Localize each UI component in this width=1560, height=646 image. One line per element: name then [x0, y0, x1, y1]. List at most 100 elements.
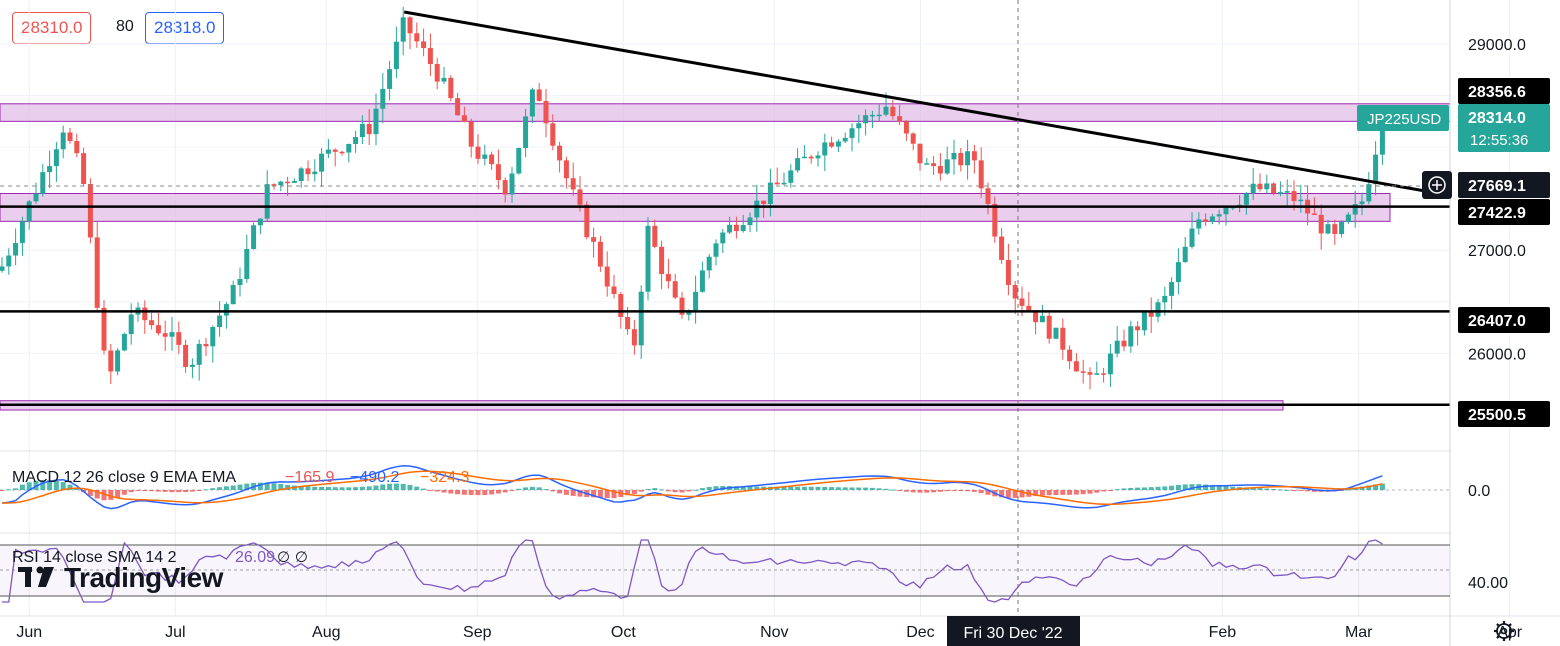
macd-histogram-bar — [1345, 489, 1351, 491]
macd-histogram-bar — [380, 484, 386, 490]
candle-body — [257, 218, 263, 226]
macd-histogram-bar — [271, 483, 277, 490]
candle-body — [101, 307, 107, 351]
candle-body — [53, 149, 59, 167]
macd-value: −490.2 — [350, 469, 399, 486]
candle-body — [597, 241, 603, 267]
macd-histogram-bar — [1141, 487, 1147, 490]
macd-histogram-bar — [924, 490, 930, 493]
macd-histogram-bar — [971, 490, 977, 492]
level-tag-26407: 26407.0 — [1458, 307, 1550, 333]
macd-histogram-bar — [1162, 486, 1168, 490]
macd-histogram-bar — [278, 483, 284, 490]
candle-body — [903, 121, 909, 134]
candle-body — [325, 149, 331, 154]
level-tag-27422-bg — [1458, 199, 1550, 225]
macd-histogram-bar — [591, 490, 597, 498]
macd-histogram-bar — [863, 487, 869, 490]
macd-histogram-bar — [142, 490, 148, 491]
price-scale-label: 27000.0 — [1468, 243, 1526, 260]
macd-histogram-bar — [849, 487, 855, 490]
candle-body — [1209, 216, 1215, 222]
macd-histogram-bar — [1182, 484, 1188, 490]
candle-body — [1033, 310, 1039, 323]
level-tag-25500-bg — [1458, 401, 1550, 427]
candle-body — [373, 108, 379, 135]
macd-histogram-bar — [346, 487, 352, 490]
candle-body — [822, 142, 828, 156]
candle-body — [1257, 183, 1263, 190]
candle-body — [19, 221, 25, 244]
macd-histogram-bar — [33, 480, 39, 490]
candle-body — [835, 141, 841, 147]
candle-body — [353, 137, 359, 145]
candle-body — [1196, 219, 1202, 229]
candle-body — [1271, 183, 1277, 194]
candle-body — [455, 98, 461, 116]
candle-body — [489, 154, 495, 165]
macd-histogram-bar — [686, 490, 692, 492]
macd-histogram-bar — [557, 490, 563, 494]
candle-body — [468, 121, 474, 147]
candle-body — [774, 182, 780, 185]
macd-histogram-bar — [747, 486, 753, 490]
macd-histogram-bar — [414, 486, 420, 490]
macd-histogram-bar — [672, 490, 678, 493]
macd-histogram-bar — [999, 490, 1005, 498]
time-axis-label: Oct — [611, 624, 636, 641]
macd-zero-label: 0.0 — [1468, 483, 1490, 500]
candle-body — [1067, 349, 1073, 362]
rsi-value: 26.09 — [235, 549, 275, 566]
candle-body — [305, 168, 311, 175]
crosshair-date-label: Fri 30 Dec '22 — [963, 625, 1062, 642]
candle-body — [1291, 191, 1297, 201]
candle-body — [67, 132, 73, 141]
macd-histogram-bar — [312, 486, 318, 490]
macd-histogram-bar — [829, 487, 835, 490]
candle-body — [604, 266, 610, 287]
macd-histogram-bar — [135, 490, 141, 491]
gear-tooth — [1496, 623, 1500, 627]
macd-histogram-bar — [842, 487, 848, 490]
candle-body — [1087, 372, 1093, 375]
candle-body — [1080, 371, 1086, 373]
candle-body — [863, 115, 869, 124]
macd-histogram-bar — [869, 487, 875, 490]
candle-body — [1053, 327, 1059, 339]
macd-histogram-bar — [1121, 488, 1127, 490]
candle-body — [1373, 154, 1379, 185]
candle-body — [210, 327, 216, 347]
macd-histogram-bar — [1216, 485, 1222, 490]
macd-histogram-bar — [1148, 487, 1154, 490]
candle-body — [1243, 193, 1249, 205]
candle-body — [727, 224, 733, 233]
rsi-line — [2, 539, 1383, 603]
candle-body — [1019, 298, 1025, 306]
candle-body — [1284, 191, 1290, 193]
macd-histogram-bar — [6, 489, 12, 491]
candle-body — [244, 249, 250, 279]
macd-histogram-bar — [217, 487, 223, 490]
macd-histogram-bar — [0, 490, 5, 491]
bid-price-box[interactable]: 28310.0 — [12, 12, 92, 44]
macd-histogram-bar — [665, 490, 671, 492]
candle-body — [74, 140, 80, 154]
macd-histogram-bar — [1039, 490, 1045, 496]
candle-body — [13, 243, 19, 256]
gear-icon[interactable] — [1494, 621, 1514, 641]
candle-body — [638, 291, 644, 346]
candle-body — [618, 294, 624, 317]
candle-body — [1332, 224, 1338, 234]
candle-body — [176, 332, 182, 345]
ask-price-box[interactable]: 28318.0 — [145, 12, 225, 44]
candle-body — [393, 41, 399, 70]
candle-body — [536, 89, 542, 101]
plus-circle-ring — [1428, 176, 1446, 194]
macd-histogram-bar — [1379, 483, 1385, 490]
candle-body — [441, 77, 447, 82]
price-axis: 29000.0 27000.0 26000.0 0.0 40.00 28356.6 2742… — [1357, 37, 1550, 592]
candle-body — [965, 151, 971, 166]
macd-histogram-bar — [808, 486, 814, 490]
macd-histogram-bar — [1073, 490, 1079, 495]
